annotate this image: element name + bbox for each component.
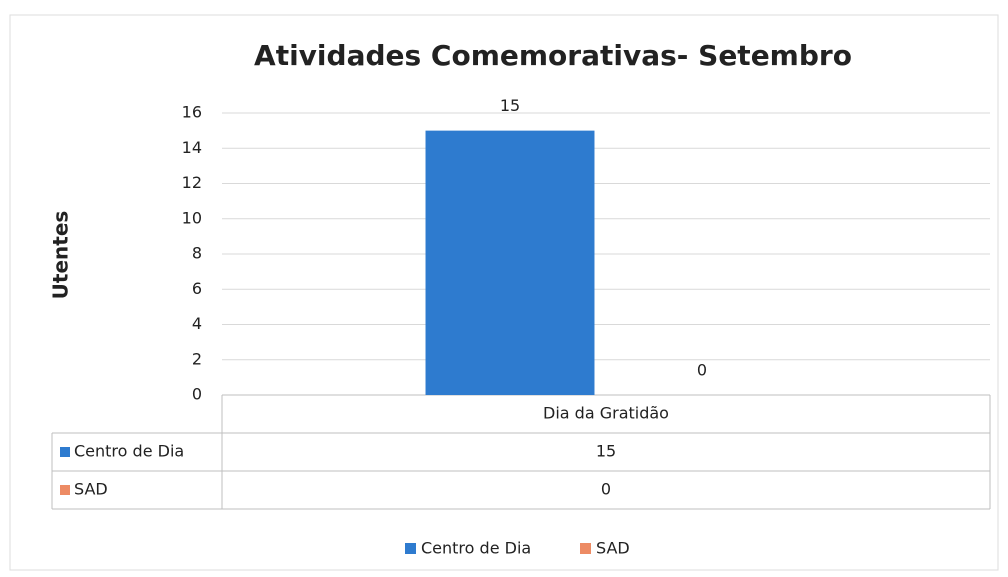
table-legend-key <box>60 485 70 495</box>
table-series-name: Centro de Dia <box>74 442 184 461</box>
table-series-name: SAD <box>74 480 108 499</box>
y-tick-label: 10 <box>182 208 202 227</box>
y-tick-label: 6 <box>192 279 202 298</box>
data-label: 0 <box>697 361 707 380</box>
y-tick-label: 16 <box>182 103 202 122</box>
chart-title: Atividades Comemorativas- Setembro <box>254 39 852 72</box>
legend-key <box>405 543 416 554</box>
y-tick-label: 0 <box>192 385 202 404</box>
table-value: 15 <box>596 442 616 461</box>
legend-key <box>580 543 591 554</box>
legend-label: Centro de Dia <box>421 539 531 558</box>
legend-label: SAD <box>596 539 630 558</box>
y-tick-label: 14 <box>182 138 202 157</box>
y-tick-label: 12 <box>182 173 202 192</box>
data-label: 15 <box>500 96 520 115</box>
table-legend-key <box>60 447 70 457</box>
y-tick-label: 8 <box>192 244 202 263</box>
table-value: 0 <box>601 480 611 499</box>
y-tick-label: 4 <box>192 314 202 333</box>
bar <box>425 130 595 395</box>
y-axis-label: Utentes <box>49 211 73 300</box>
x-tick-label: Dia da Gratidão <box>543 404 669 423</box>
y-tick-label: 2 <box>192 349 202 368</box>
